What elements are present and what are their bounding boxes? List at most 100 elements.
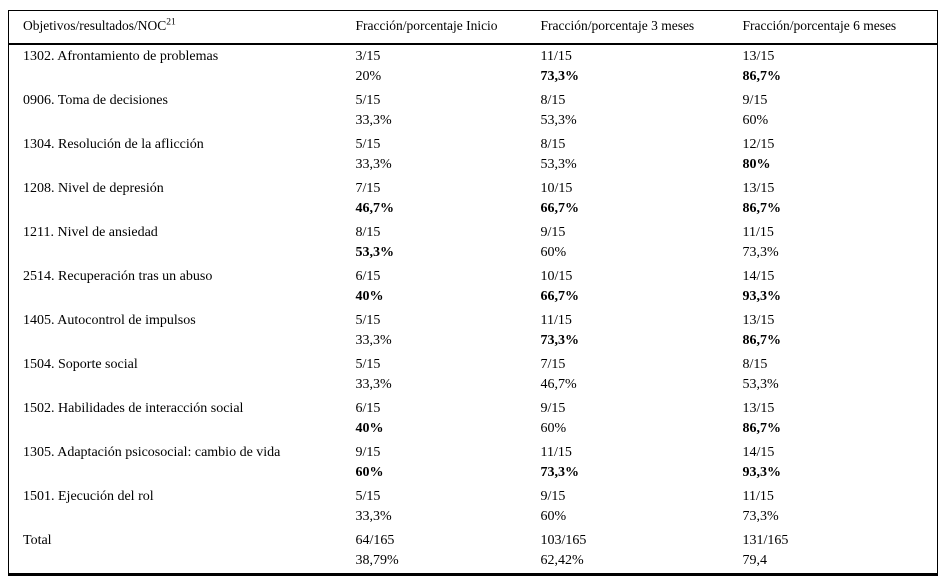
percent-value-inicio: 33,3% [355,157,392,172]
column-header-3-meses: Fracción/porcentaje 3 meses [540,10,743,45]
fraction-value-inicio: 9/15 [355,445,381,460]
percent-value-inicio: 53,3% [355,245,395,260]
percent-value-inicio: 60% [355,465,384,480]
cell-inicio: 5/15 33,3% [356,485,541,529]
table-row: 1304. Resolución de la aflicción 5/15 33… [9,133,938,177]
percent-value-6-meses: 93,3% [742,289,782,304]
row-label: 2514. Recuperación tras un abuso [23,269,213,284]
cell-6-meses: 9/15 60% [743,89,938,133]
table-row: 1501. Ejecución del rol 5/15 33,3% 9/15 … [9,485,938,529]
row-label-cell: Total [9,529,356,575]
column-header-6-meses: Fracción/porcentaje 6 meses [742,10,938,45]
fraction-value-3-meses: 10/15 [540,269,573,284]
percent-value-3-meses: 53,3% [540,157,577,172]
fraction-value-6-meses: 13/15 [742,401,775,416]
row-label: 1208. Nivel de depresión [23,181,164,196]
cell-inicio: 5/15 33,3% [356,353,541,397]
fraction-value-3-meses: 11/15 [540,49,572,64]
row-label-cell: 2514. Recuperación tras un abuso [9,265,356,309]
cell-3-meses: 7/15 46,7% [541,353,743,397]
percent-value-3-meses: 53,3% [540,113,577,128]
row-label: 1502. Habilidades de interacción social [23,401,244,416]
cell-inicio: 5/15 33,3% [356,89,541,133]
percent-value-6-meses: 86,7% [742,201,782,216]
cell-inicio: 5/15 33,3% [356,309,541,353]
fraction-value-6-meses: 13/15 [742,49,775,64]
cell-6-meses: 14/15 93,3% [743,441,938,485]
cell-6-meses: 8/15 53,3% [743,353,938,397]
cell-3-meses: 11/15 73,3% [541,44,743,89]
percent-value-3-meses: 73,3% [540,333,580,348]
fraction-value-inicio: 8/15 [355,225,381,240]
percent-value-6-meses: 79,4 [742,553,768,568]
cell-3-meses: 8/15 53,3% [541,133,743,177]
fraction-value-3-meses: 7/15 [540,357,566,372]
percent-value-inicio: 38,79% [355,553,399,568]
fraction-value-3-meses: 9/15 [540,489,566,504]
row-label-cell: 1501. Ejecución del rol [9,485,356,529]
cell-inicio: 6/15 40% [356,265,541,309]
fraction-value-3-meses: 9/15 [540,401,566,416]
percent-value-3-meses: 46,7% [540,377,577,392]
fraction-value-inicio: 5/15 [355,357,381,372]
row-label: Total [23,533,52,548]
table-row: 1305. Adaptación psicosocial: cambio de … [9,441,938,485]
row-label-cell: 1504. Soporte social [9,353,356,397]
table-header-row: Objetivos/resultados/NOC21 Fracción/porc… [8,10,938,45]
cell-inicio: 6/15 40% [356,397,541,441]
objectives-header-label: Objetivos/resultados/NOC [23,18,167,33]
table-row: Total 64/165 38,79% 103/165 62,42% 131/1… [9,529,938,575]
percent-value-6-meses: 53,3% [742,377,779,392]
row-label-cell: 0906. Toma de decisiones [9,89,356,133]
percent-value-inicio: 33,3% [355,509,392,524]
cell-3-meses: 8/15 53,3% [541,89,743,133]
percent-value-3-meses: 66,7% [540,201,580,216]
cell-inicio: 3/15 20% [356,44,541,89]
row-label: 1504. Soporte social [23,357,138,372]
cell-6-meses: 14/15 93,3% [743,265,938,309]
fraction-value-6-meses: 13/15 [742,181,775,196]
row-label: 1302. Afrontamiento de problemas [23,49,219,64]
table-row: 1208. Nivel de depresión 7/15 46,7% 10/1… [9,177,938,221]
row-label-cell: 1305. Adaptación psicosocial: cambio de … [9,441,356,485]
fraction-value-inicio: 64/165 [355,533,395,548]
fraction-value-inicio: 7/15 [355,181,381,196]
percent-value-6-meses: 86,7% [742,333,782,348]
reference-superscript: 21 [166,17,176,28]
column-header-inicio: Fracción/porcentaje Inicio [355,10,541,45]
cell-3-meses: 11/15 73,3% [541,441,743,485]
cell-3-meses: 10/15 66,7% [541,177,743,221]
fraction-value-3-meses: 103/165 [540,533,587,548]
row-label: 0906. Toma de decisiones [23,93,168,108]
fraction-value-3-meses: 8/15 [540,137,566,152]
cell-inicio: 7/15 46,7% [356,177,541,221]
row-label-cell: 1302. Afrontamiento de problemas [9,44,356,89]
cell-inicio: 9/15 60% [356,441,541,485]
cell-3-meses: 9/15 60% [541,485,743,529]
table-row: 0906. Toma de decisiones 5/15 33,3% 8/15… [9,89,938,133]
fraction-value-3-meses: 11/15 [540,313,572,328]
fraction-value-inicio: 6/15 [355,401,381,416]
cell-3-meses: 9/15 60% [541,221,743,265]
percent-value-inicio: 33,3% [355,113,392,128]
percent-value-6-meses: 60% [742,113,769,128]
fraction-value-6-meses: 8/15 [742,357,768,372]
fraction-value-3-meses: 11/15 [540,445,572,460]
percent-value-inicio: 46,7% [355,201,395,216]
noc-results-table: Objetivos/resultados/NOC21 Fracción/porc… [8,10,938,576]
fraction-value-inicio: 5/15 [355,489,381,504]
fraction-value-inicio: 5/15 [355,137,381,152]
cell-6-meses: 13/15 86,7% [743,177,938,221]
percent-value-inicio: 33,3% [355,333,392,348]
table-row: 1302. Afrontamiento de problemas 3/15 20… [9,44,938,89]
percent-value-inicio: 33,3% [355,377,392,392]
percent-value-3-meses: 60% [540,509,567,524]
percent-value-3-meses: 66,7% [540,289,580,304]
cell-6-meses: 13/15 86,7% [743,44,938,89]
table-row: 1211. Nivel de ansiedad 8/15 53,3% 9/15 … [9,221,938,265]
cell-3-meses: 11/15 73,3% [541,309,743,353]
cell-6-meses: 131/165 79,4 [743,529,938,575]
cell-6-meses: 12/15 80% [743,133,938,177]
fraction-value-6-meses: 14/15 [742,269,775,284]
